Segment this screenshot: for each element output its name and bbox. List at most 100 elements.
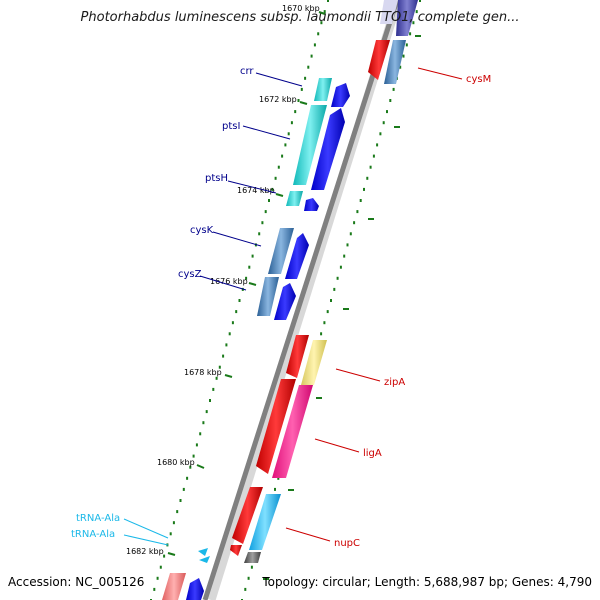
outer-guide-dot <box>349 232 352 236</box>
gene-nupC-sky[interactable] <box>249 494 281 550</box>
gene-cysZ[interactable] <box>257 277 279 316</box>
inner-guide-dot <box>284 143 287 147</box>
gene-cysK[interactable] <box>268 228 294 274</box>
label-nupC[interactable]: nupC <box>334 538 360 549</box>
gene-cysK-blue[interactable] <box>285 233 309 279</box>
inner-guide-dot <box>195 443 198 447</box>
outer-guide-dot <box>366 176 369 180</box>
outer-guide-dot <box>415 10 418 14</box>
gene-ptsI-blue[interactable] <box>311 108 345 190</box>
inner-guide-dot <box>287 132 290 136</box>
gene-bottom-blue[interactable] <box>186 578 204 600</box>
gene-small-red[interactable] <box>230 545 242 556</box>
inner-guide-dot <box>248 265 251 269</box>
outer-guide-dot <box>277 476 280 480</box>
inner-guide-dot <box>186 476 189 480</box>
tick-label-1676: 1676 kbp <box>210 277 248 286</box>
tick-1670: 1670 kbp <box>282 4 326 15</box>
ticks: 1670 kbp 1672 kbp 1674 kbp 1676 kbp 1678… <box>126 4 326 556</box>
outer-guide-dot <box>369 165 372 169</box>
inner-guide-dot <box>156 576 159 580</box>
gene-zipA-yellow[interactable] <box>301 340 327 385</box>
inner-guide-dot <box>189 465 192 469</box>
inner-guide-dot <box>163 554 166 558</box>
inner-guide-dot <box>313 43 316 47</box>
tick-label-1680: 1680 kbp <box>157 458 195 467</box>
inner-guide-dot <box>231 321 234 325</box>
inner-guide-dot <box>261 221 264 225</box>
trna-arrow-2[interactable] <box>199 556 210 563</box>
gene-small-gray[interactable] <box>244 552 261 563</box>
outer-guide-dot <box>402 54 405 58</box>
accession-text: Accession: NC_005126 <box>8 575 145 589</box>
gene-zipA-red[interactable] <box>286 335 309 378</box>
inner-guide-dot <box>159 565 162 569</box>
inner-guide-dot <box>182 487 185 491</box>
label-cysK[interactable]: cysK <box>190 225 214 236</box>
label-cysZ[interactable]: cysZ <box>178 269 202 280</box>
inner-guide-dot <box>323 10 326 14</box>
outer-guide-dot <box>353 221 356 225</box>
trna-arrow-1[interactable] <box>198 548 208 556</box>
tick-1682: 1682 kbp <box>126 547 176 556</box>
inner-guide-dot <box>202 421 205 425</box>
gene-crr[interactable] <box>314 78 332 101</box>
outer-guide-dot <box>346 243 349 247</box>
label-ptsI[interactable]: ptsI <box>222 121 240 132</box>
inner-guide-dot <box>320 21 323 25</box>
gene-cysZ-blue[interactable] <box>274 283 296 320</box>
outer-guide-dot <box>356 210 359 214</box>
gene-top-purple[interactable] <box>396 0 418 36</box>
label-cysM[interactable]: cysM <box>466 74 491 85</box>
outer-guide-dot <box>372 154 375 158</box>
outer-tick-marks <box>263 35 421 580</box>
tick-label-1672: 1672 kbp <box>259 95 297 104</box>
inner-guide-dot <box>209 399 211 402</box>
outer-guide-dot <box>412 21 415 25</box>
inner-guide-dot <box>172 521 175 525</box>
inner-guide-dot <box>228 332 231 336</box>
gene-ptsH-blue[interactable] <box>304 198 319 211</box>
outer-guide-dot <box>274 487 276 491</box>
gene-cysM-steel[interactable] <box>384 40 406 84</box>
label-trna-1[interactable]: tRNA-Ala <box>76 513 120 524</box>
gene-cysM-red[interactable] <box>368 40 390 80</box>
outer-guide-dot <box>326 310 329 314</box>
inner-guide-dot <box>218 365 221 369</box>
inner-guide-dot <box>281 154 284 158</box>
gene-track <box>162 0 418 600</box>
tick-label-1682: 1682 kbp <box>126 547 164 556</box>
outer-guide-dot <box>250 565 253 569</box>
backbone <box>202 0 400 600</box>
outer-guide-dot <box>399 65 402 69</box>
label-ligA[interactable]: ligA <box>363 448 382 459</box>
gene-crr-blue[interactable] <box>331 83 350 107</box>
inner-guide-dot <box>258 232 261 236</box>
gene-top-light[interactable] <box>380 0 398 24</box>
outer-guide-dot <box>330 299 332 302</box>
inner-guide-dot <box>192 454 195 458</box>
label-crr[interactable]: crr <box>240 66 254 77</box>
inner-guide-dot <box>294 110 297 114</box>
inner-guide-dot <box>274 176 277 180</box>
label-zipA[interactable]: zipA <box>384 377 405 388</box>
label-trna-2[interactable]: tRNA-Ala <box>71 529 115 540</box>
gene-nupC-red[interactable] <box>232 487 263 544</box>
gene-ligA-pink[interactable] <box>272 385 313 478</box>
outer-guide-dot <box>247 576 250 580</box>
gene-ptsI[interactable] <box>293 105 327 185</box>
outer-guide-dot <box>386 110 388 114</box>
outer-guide-dot <box>359 199 362 202</box>
gene-ligA-red[interactable] <box>256 379 296 474</box>
gene-ptsH[interactable] <box>286 191 303 206</box>
tick-1680: 1680 kbp <box>157 458 205 469</box>
label-ptsH[interactable]: ptsH <box>205 173 228 184</box>
outer-guide-dot <box>339 265 342 269</box>
outer-guide-dot <box>405 43 408 47</box>
inner-guide-dot <box>277 165 280 169</box>
inner-guide-dot <box>205 410 208 414</box>
inner-guide-dot <box>297 99 300 102</box>
outer-guide-dot <box>363 187 365 191</box>
outer-guide-dot <box>320 332 323 336</box>
gene-bottom-salmon[interactable] <box>162 573 186 600</box>
